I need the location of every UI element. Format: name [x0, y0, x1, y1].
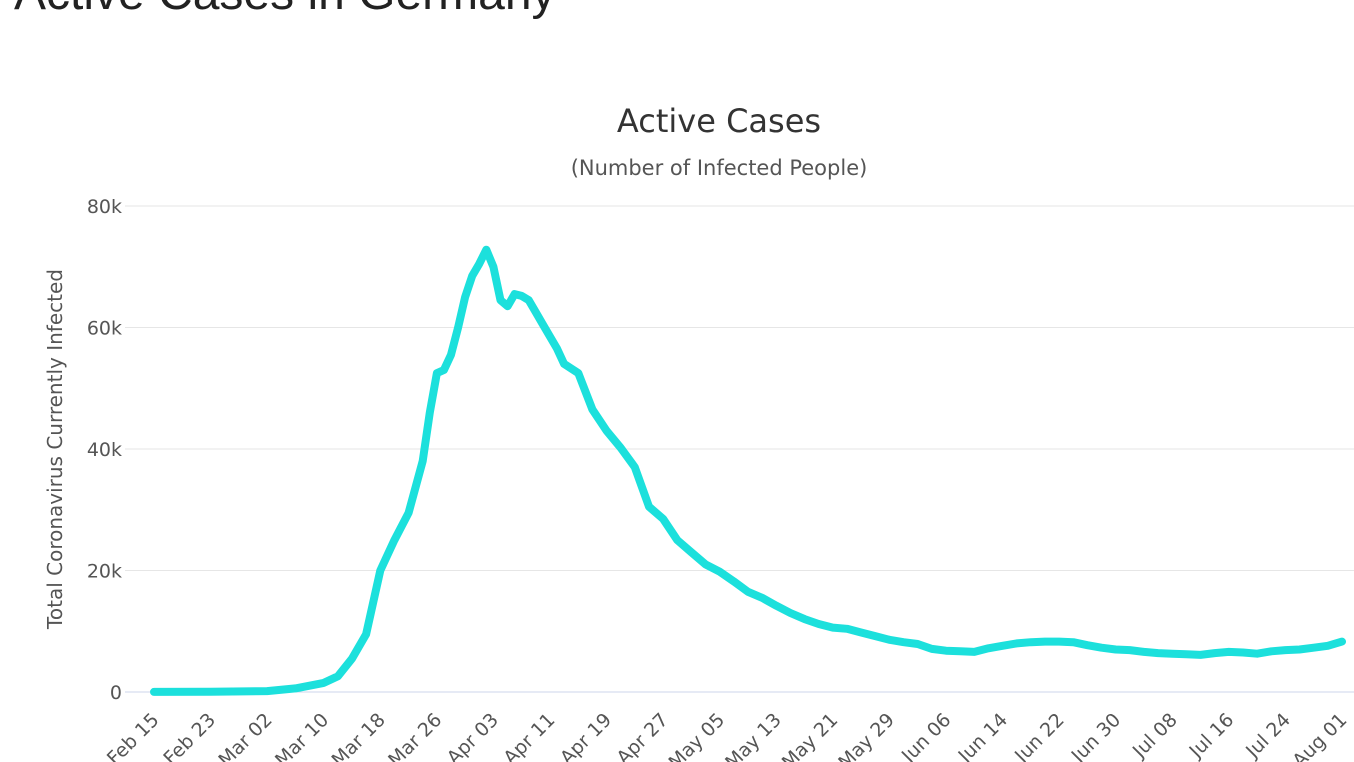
x-tick-label: May 05 — [665, 709, 730, 762]
x-tick-label: Apr 19 — [556, 709, 616, 762]
y-tick-label: 80k — [87, 196, 122, 218]
gridlines — [125, 205, 1354, 693]
x-tick-label: Jul 08 — [1128, 709, 1182, 762]
x-tick-label: Jul 16 — [1185, 709, 1239, 762]
x-tick-label: Feb 15 — [103, 709, 164, 762]
y-axis-label: Total Coronavirus Currently Infected — [43, 269, 67, 630]
x-tick-label: Mar 18 — [328, 709, 390, 762]
x-tick-label: Jun 06 — [897, 709, 956, 762]
x-tick-label: Jun 14 — [953, 709, 1012, 762]
y-tick-label: 40k — [87, 439, 122, 461]
chart-title: Active Cases — [617, 102, 821, 140]
series-group — [150, 245, 1346, 696]
x-tick-label: Jun 30 — [1067, 709, 1126, 762]
x-tick-label: Feb 23 — [159, 709, 220, 762]
y-tick-label: 20k — [87, 561, 122, 583]
x-tick-label: Jun 22 — [1010, 709, 1069, 762]
y-axis-ticks: 0 20k 40k 60k 80k — [87, 196, 122, 704]
chart-subtitle: (Number of Infected People) — [571, 156, 868, 180]
x-tick-label: Apr 03 — [443, 709, 503, 762]
x-tick-label: Mar 26 — [384, 709, 446, 762]
x-tick-label: Mar 02 — [214, 709, 276, 762]
x-tick-label: Aug 01 — [1288, 709, 1351, 762]
x-tick-label: May 21 — [778, 709, 843, 762]
x-tick-label: Jul 24 — [1241, 709, 1295, 762]
x-tick-label: May 29 — [834, 709, 899, 762]
x-tick-label: Mar 10 — [271, 709, 333, 762]
y-tick-label: 60k — [87, 318, 122, 340]
series-line — [150, 245, 1346, 696]
x-tick-label: Apr 11 — [499, 709, 559, 762]
y-tick-label: 0 — [110, 682, 122, 704]
x-tick-label: Apr 27 — [612, 709, 672, 762]
x-tick-label: May 13 — [721, 709, 786, 762]
page-heading: Active Cases in Germany — [14, 0, 556, 18]
